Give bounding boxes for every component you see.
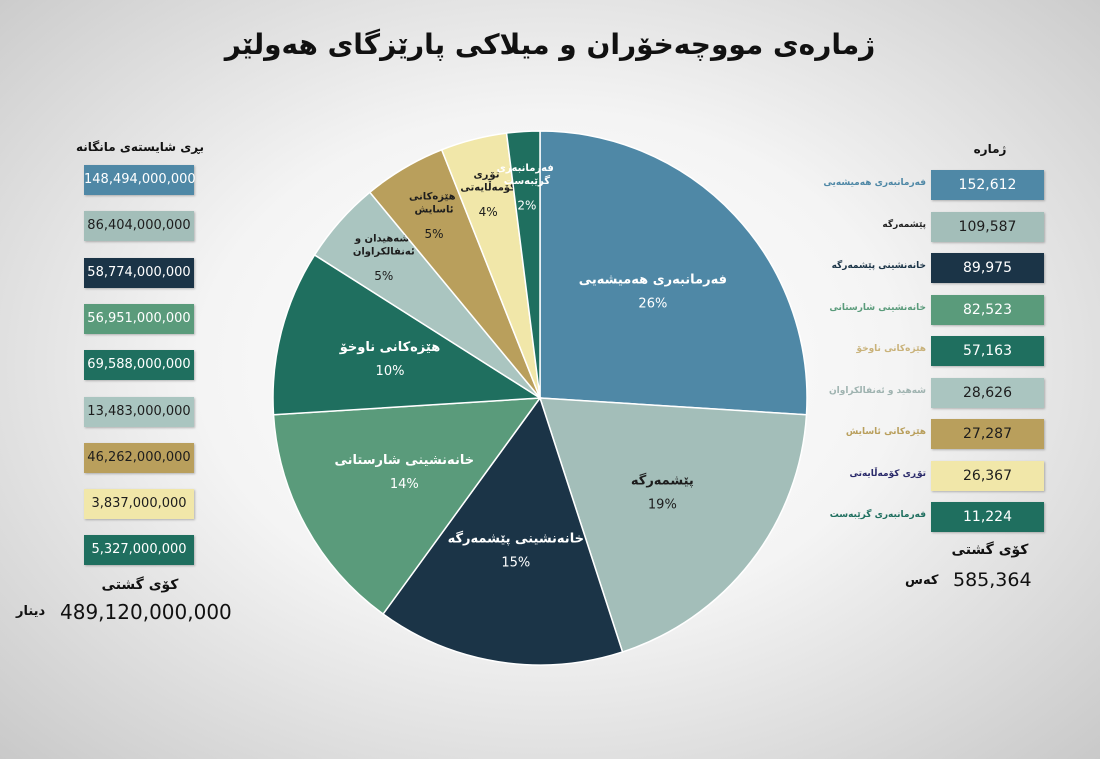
pie-slice [539,130,808,416]
slice-label: هێزەکانی ئاسایش [409,192,459,216]
count-unit: کەس [905,573,939,588]
count-box: 109,587 [931,211,1044,242]
pie-slice [382,396,624,666]
salary-title: بڕی شایستەی مانگانە [76,140,204,154]
pie-slice [538,397,808,653]
count-label: تۆڕی کۆمەڵایەتی [849,468,926,479]
salary-box: 56,951,000,000 [84,303,194,334]
salary-box: 5,327,000,000 [84,535,194,566]
count-title: ژمارە [973,142,1007,156]
slice-label: فەرمانبەری هەمیشەیی [579,272,727,287]
slice-value-label: 4% [479,205,498,219]
slice-value-label: 10% [376,364,405,379]
salary-unit: دینار [16,604,46,619]
slice-value-label: 15% [501,555,530,570]
slice-label: شەهیدان و ئەنفالکراوان [353,233,415,257]
count-label: هێزەکانی ئاسایش [845,427,926,437]
count-box: 82,523 [931,294,1044,325]
count-label: فەرمانبەری هەمیشەیی [823,178,926,188]
salary-box: 148,494,000,000 [84,165,196,195]
count-box: 89,975 [931,253,1044,283]
slice-label: خانەنشینی شارستانی [335,453,475,468]
count-label: شەهید و ئەنفالکراوان [828,385,926,396]
salary-total: 489,120,000,000 [60,600,232,624]
slice-label: فەرمانبەری گرێبەست [497,163,558,187]
slice-value-label: 5% [424,227,443,241]
slice-label: خانەنشینی پێشمەرگە [448,530,584,546]
pie-slice [272,397,542,616]
pie-slice [505,130,541,399]
salary-box: 13,483,000,000 [84,396,194,427]
slice-label: هێزەکانی ناوخۆ [339,340,440,355]
count-box: 26,367 [931,460,1044,491]
count-label: خانەنشینی پێشمەرگە [831,261,926,271]
count-box: 28,626 [931,377,1044,408]
salary-box: 46,262,000,000 [84,442,194,473]
slice-value-label: 19% [648,497,677,512]
salary-box: 58,774,000,000 [84,257,194,288]
count-box: 11,224 [931,502,1044,532]
count-box: 27,287 [931,419,1044,449]
salary-box: 86,404,000,000 [84,211,194,242]
salary-total-label: کۆی گشتی [101,577,179,593]
slice-value-label: 26% [638,296,667,311]
slice-value-label: 2% [517,199,536,213]
slice-label: تۆڕی کۆمەڵایەتی [460,169,516,193]
count-label: خانەنشینی شارستانی [829,302,926,313]
chart-title: ژمارەی مووچەخۆران و میلاکی پارێزگای هەول… [223,28,876,61]
count-box: 57,163 [931,336,1044,366]
slice-label: پێشمەرگە [631,472,694,488]
count-label: فەرمانبەری گرێبەست [829,510,926,520]
slice-value-label: 5% [374,269,393,283]
pie-slice [272,253,543,416]
salary-box: 69,588,000,000 [84,350,194,381]
count-total: 585,364 [953,569,1032,591]
count-total-label: کۆی گشتی [951,542,1029,558]
count-box: 152,612 [931,170,1044,200]
salary-box: 3,837,000,000 [84,489,194,520]
slice-value-label: 14% [390,477,419,492]
count-label: پێشمەرگە [882,219,926,230]
count-label: هێزەکانی ناوخۆ [856,344,926,354]
